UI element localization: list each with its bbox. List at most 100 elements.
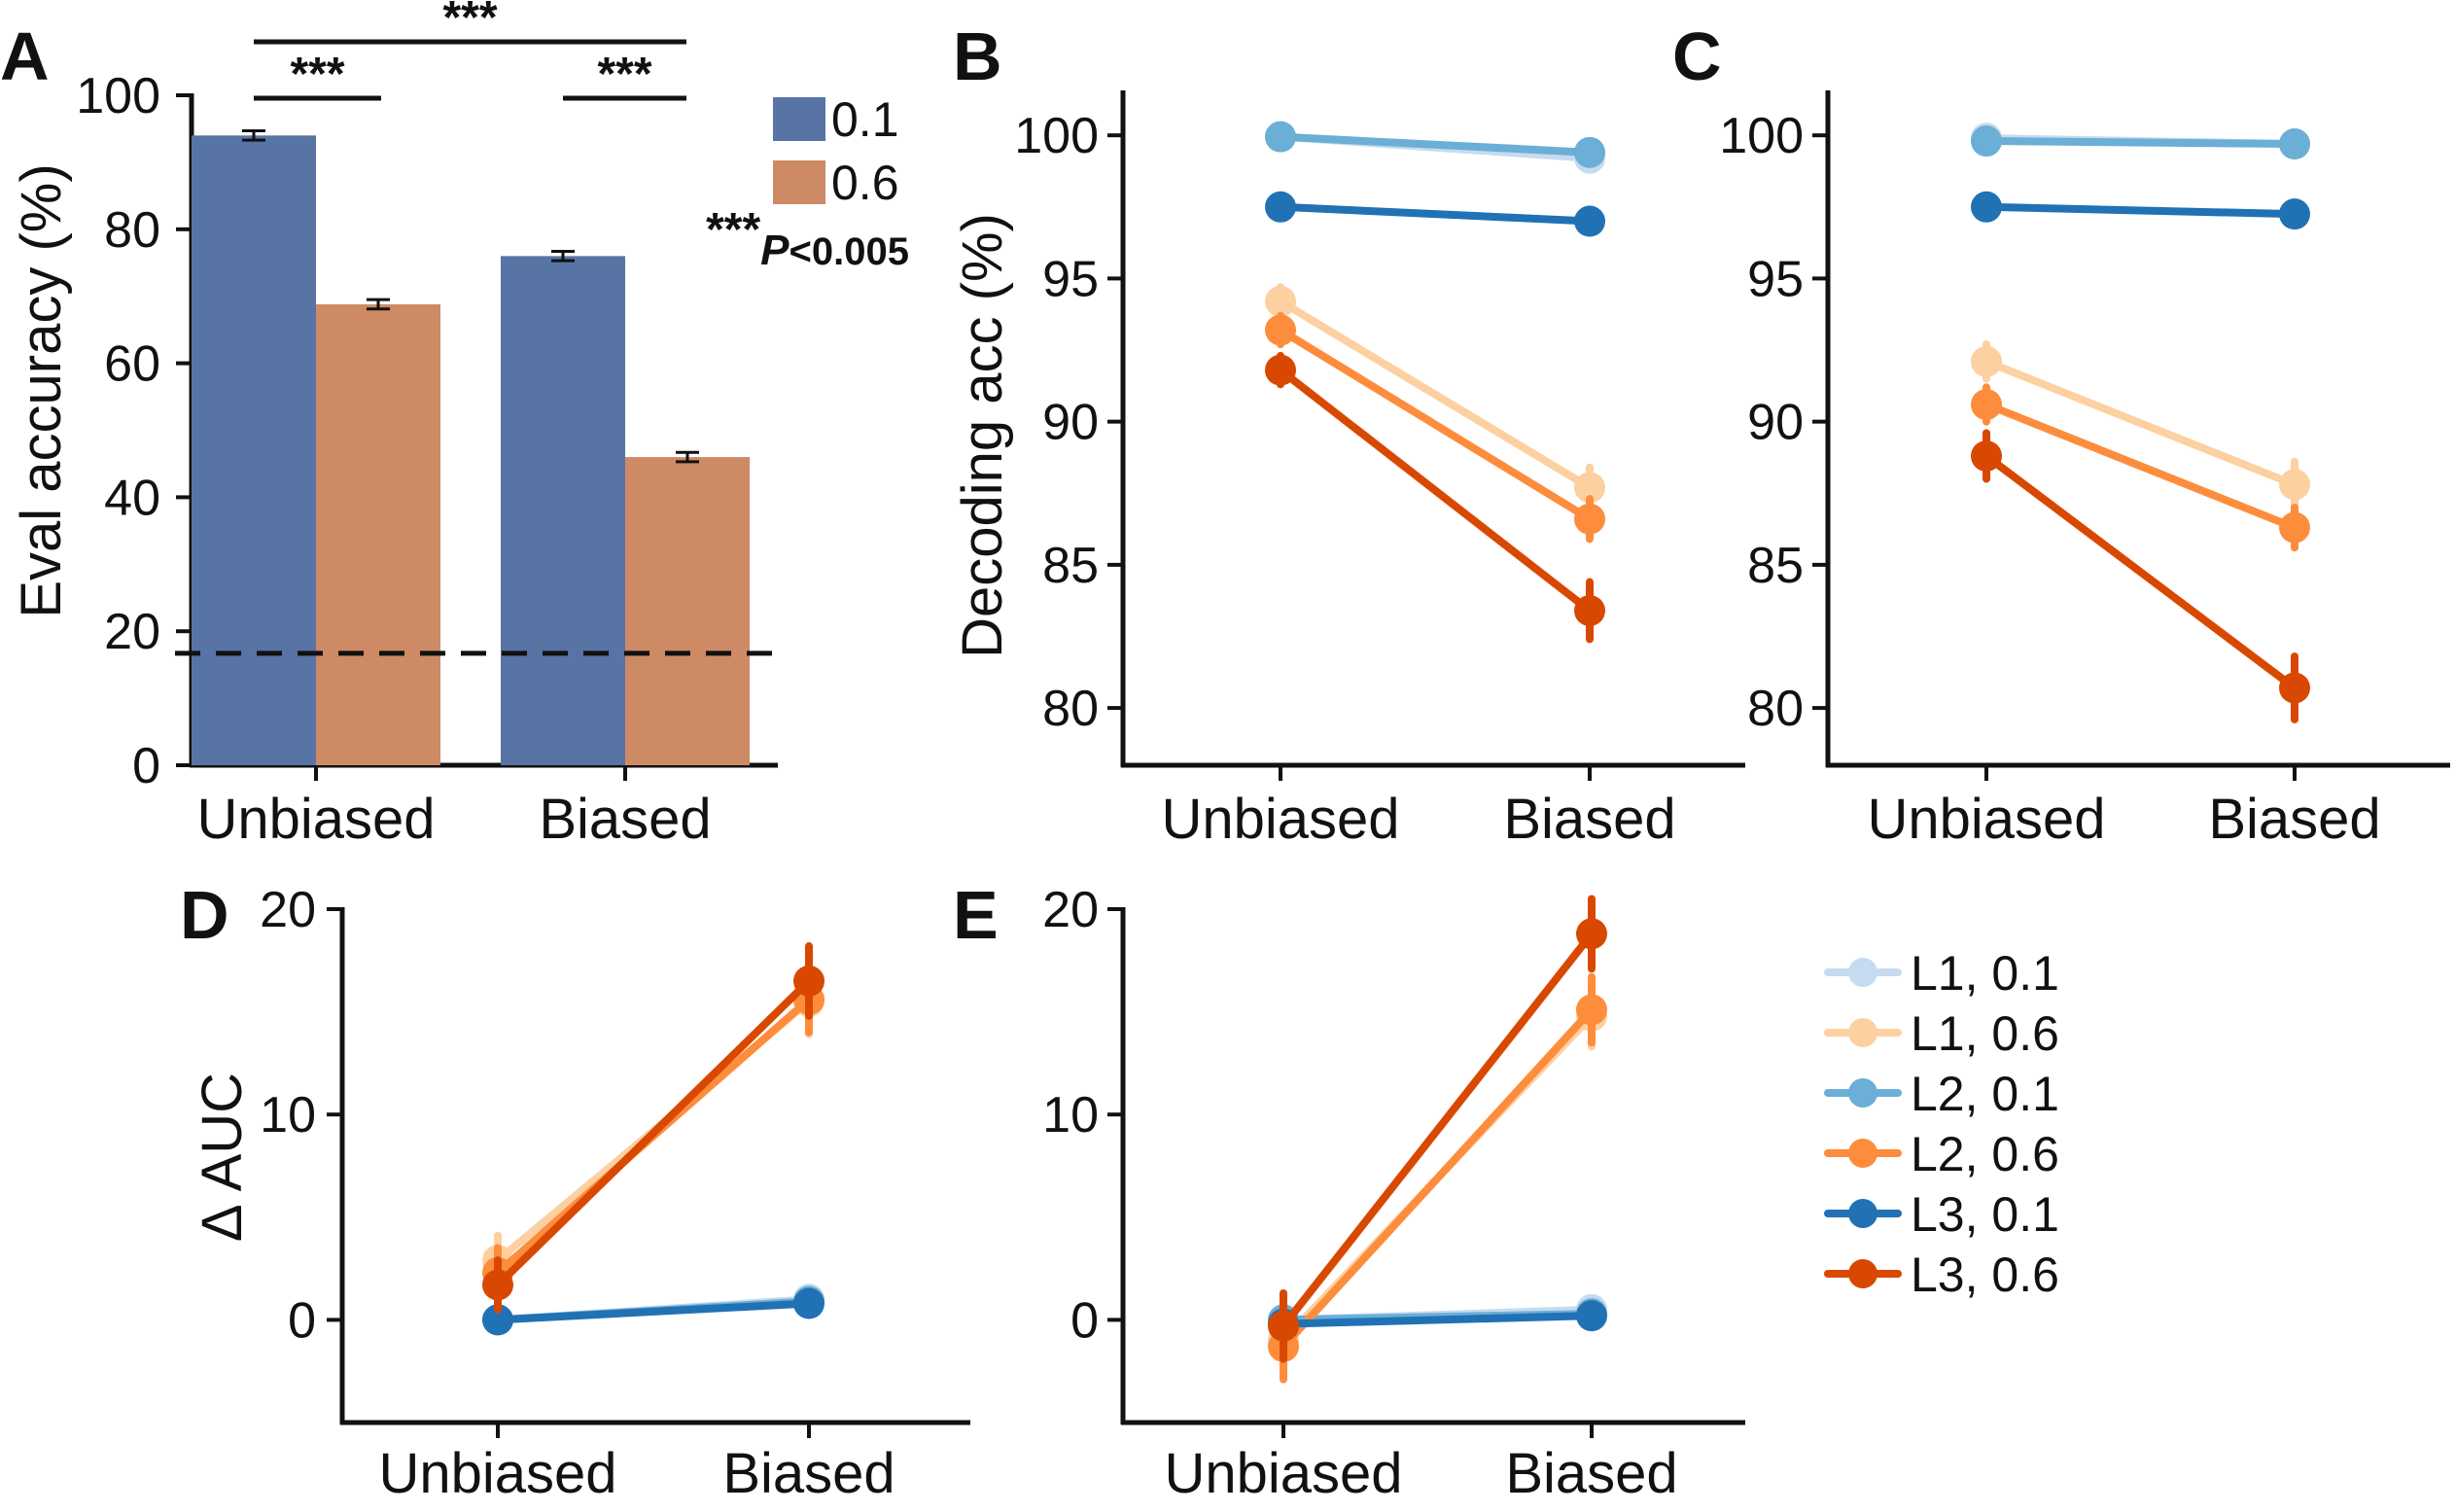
legend-marker: [1848, 1199, 1877, 1228]
p-value-threshold: <0.005: [789, 230, 909, 273]
series-l3-0-6: [1268, 895, 1607, 1363]
data-point: [1574, 136, 1605, 168]
bar: [192, 135, 316, 766]
legend-item: L3, 0.1: [1824, 1187, 2059, 1242]
data-point: [482, 1269, 513, 1301]
y-tick-label: 20: [260, 882, 316, 938]
y-tick-label: 60: [104, 336, 160, 393]
y-tick-label: 90: [1042, 395, 1099, 451]
data-point: [1574, 594, 1605, 626]
data-point: [1265, 121, 1296, 153]
legend-label: L2, 0.6: [1911, 1127, 2059, 1181]
series-l1-0-6: [1971, 340, 2310, 511]
legend-item: L1, 0.6: [1824, 1006, 2059, 1061]
legend-label: 0.6: [831, 156, 899, 210]
legend-marker: [1848, 958, 1877, 987]
bar: [316, 303, 440, 765]
data-point: [1574, 503, 1605, 535]
series-line: [1277, 132, 1594, 157]
series-line: [1982, 451, 2298, 692]
y-tick-label: 20: [1042, 882, 1099, 938]
p-value-annotation: ***P<0.005: [706, 204, 909, 274]
panel-letter: D: [180, 877, 229, 953]
data-point: [1971, 345, 2002, 377]
data-point: [1971, 388, 2002, 420]
legend-item: L3, 0.6: [1824, 1248, 2059, 1302]
x-tick-label: Unbiased: [196, 788, 435, 851]
x-tick-label: Biased: [539, 788, 711, 851]
data-point: [2279, 469, 2310, 501]
legend-marker: [1848, 1018, 1877, 1047]
x-tick-label: Biased: [2208, 788, 2380, 851]
series-line: [1277, 297, 1594, 492]
y-tick-label: 80: [1747, 681, 1804, 737]
series-line: [1277, 326, 1594, 523]
legend-item: L2, 0.6: [1824, 1127, 2059, 1181]
legend-marker: [1848, 1139, 1877, 1168]
panel-letter: B: [953, 18, 1002, 94]
y-tick-label: 100: [1719, 108, 1804, 164]
y-axis-label: Eval accuracy (%): [10, 163, 73, 617]
bar: [501, 256, 625, 765]
data-point: [482, 1304, 513, 1336]
legend: L1, 0.1L1, 0.6 L2, 0.1 L2, 0.6 L3, 0.1 L3, 0…: [1824, 946, 2059, 1302]
data-point: [2279, 672, 2310, 704]
data-point: [1268, 1310, 1299, 1342]
y-tick-label: 95: [1042, 251, 1099, 307]
panel-e: 0 10 20 E Unbiased Biased: [953, 877, 1745, 1505]
significance-stars: ***: [442, 0, 497, 44]
panel-c: 80 85 90 95 100 C Unbiased Biased: [1672, 18, 2450, 851]
legend-item: L2, 0.1: [1824, 1067, 2059, 1121]
x-tick-label: Unbiased: [1867, 788, 2105, 851]
legend-label: L3, 0.1: [1911, 1187, 2059, 1242]
series-l3-0-1: [482, 1287, 825, 1336]
legend-label: L1, 0.1: [1911, 946, 2059, 1001]
series-line: [1280, 1005, 1596, 1351]
y-tick-label: 10: [260, 1087, 316, 1143]
y-tick-label: 100: [76, 68, 160, 124]
y-tick-label: 85: [1042, 538, 1099, 594]
series-l2-0-6: [1971, 383, 2310, 552]
data-point: [1971, 125, 2002, 158]
series-l3-0-6: [482, 942, 825, 1314]
data-point: [1574, 205, 1605, 237]
legend-marker: [1848, 1259, 1877, 1288]
x-tick-label: Biased: [722, 1442, 895, 1505]
data-point: [793, 1287, 825, 1319]
data-point: [1265, 191, 1296, 223]
data-point: [793, 965, 825, 997]
series-line: [1982, 357, 2298, 489]
y-tick-label: 80: [1042, 681, 1099, 737]
x-tick-label: Biased: [1503, 788, 1675, 851]
series-line: [1280, 1312, 1596, 1328]
series-line: [1280, 930, 1596, 1330]
data-point: [1576, 918, 1607, 950]
y-tick-label: 85: [1747, 538, 1804, 594]
data-point: [1265, 285, 1296, 317]
series-line: [1982, 202, 2298, 219]
series-line: [494, 976, 813, 1289]
data-point: [2279, 511, 2310, 544]
panel-letter: A: [0, 18, 50, 94]
panel-letter: E: [953, 877, 999, 953]
panel-d: 0 10 20 D Δ AUC Unbiased Biased: [180, 877, 970, 1505]
x-tick-label: Unbiased: [1164, 1442, 1402, 1505]
series-line: [1982, 137, 2298, 149]
y-axis-label: Δ AUC: [191, 1072, 254, 1242]
p-value-stars: ***: [706, 204, 760, 256]
data-point: [1576, 994, 1607, 1026]
y-axis-label: Decoding acc (%): [951, 213, 1014, 658]
p-value-symbol: P: [760, 227, 789, 274]
y-tick-label: 90: [1747, 395, 1804, 451]
series-l2-0-6: [1265, 311, 1605, 544]
series-line: [1982, 400, 2298, 532]
series-l3-0-1: [1971, 191, 2310, 230]
data-point: [2279, 128, 2310, 160]
data-point: [1576, 1300, 1607, 1332]
series-l3-0-6: [1265, 351, 1605, 644]
series-l2-0-1: [1971, 125, 2310, 160]
legend-label: L2, 0.1: [1911, 1067, 2059, 1121]
y-tick-label: 100: [1014, 108, 1099, 164]
